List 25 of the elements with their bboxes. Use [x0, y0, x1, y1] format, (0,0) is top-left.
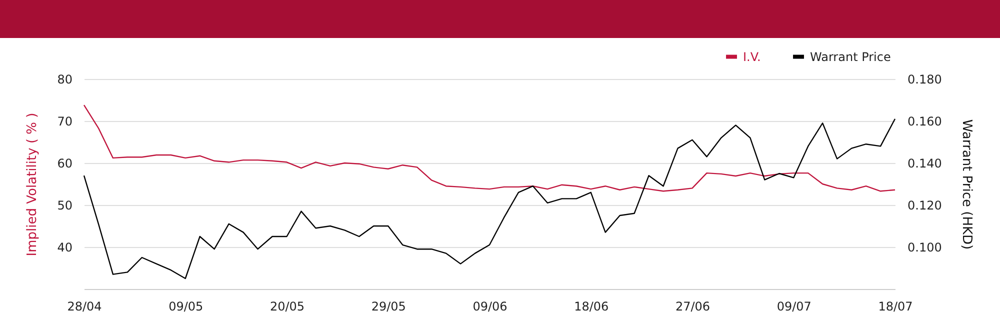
y-tick-label: 40 [57, 240, 72, 254]
y-tick-label: 70 [57, 114, 72, 128]
x-tick-label: 29/05 [371, 300, 406, 314]
line-series [83, 104, 896, 192]
y2-tick-label: 0.140 [908, 156, 942, 170]
y-axis-title: Implied Volatility ( % ) [25, 112, 40, 256]
y-tick-label: 80 [57, 72, 72, 86]
x-tick-label: 09/07 [776, 300, 812, 314]
y2-tick-label: 0.160 [908, 114, 942, 128]
x-tick-label: 27/06 [675, 300, 710, 314]
legend-label: Warrant Price [810, 50, 891, 64]
x-tick-label: 28/04 [67, 300, 102, 314]
y2-tick-label: 0.180 [908, 72, 942, 86]
x-tick-label: 18/06 [574, 300, 609, 314]
line-series [83, 118, 896, 280]
x-tick-label: 09/05 [168, 300, 204, 314]
y2-axis-title: Warrant Price (HKD) [958, 119, 974, 250]
x-tick-label: 09/06 [472, 300, 508, 314]
y2-tick-label: 0.120 [908, 198, 942, 212]
y2-tick-label: 0.100 [908, 240, 942, 254]
y-tick-label: 50 [57, 198, 72, 212]
y-tick-label: 60 [57, 156, 72, 170]
legend-label: I.V. [743, 50, 761, 64]
x-tick-label: 20/05 [270, 300, 305, 314]
x-tick-label: 18/07 [878, 300, 913, 314]
